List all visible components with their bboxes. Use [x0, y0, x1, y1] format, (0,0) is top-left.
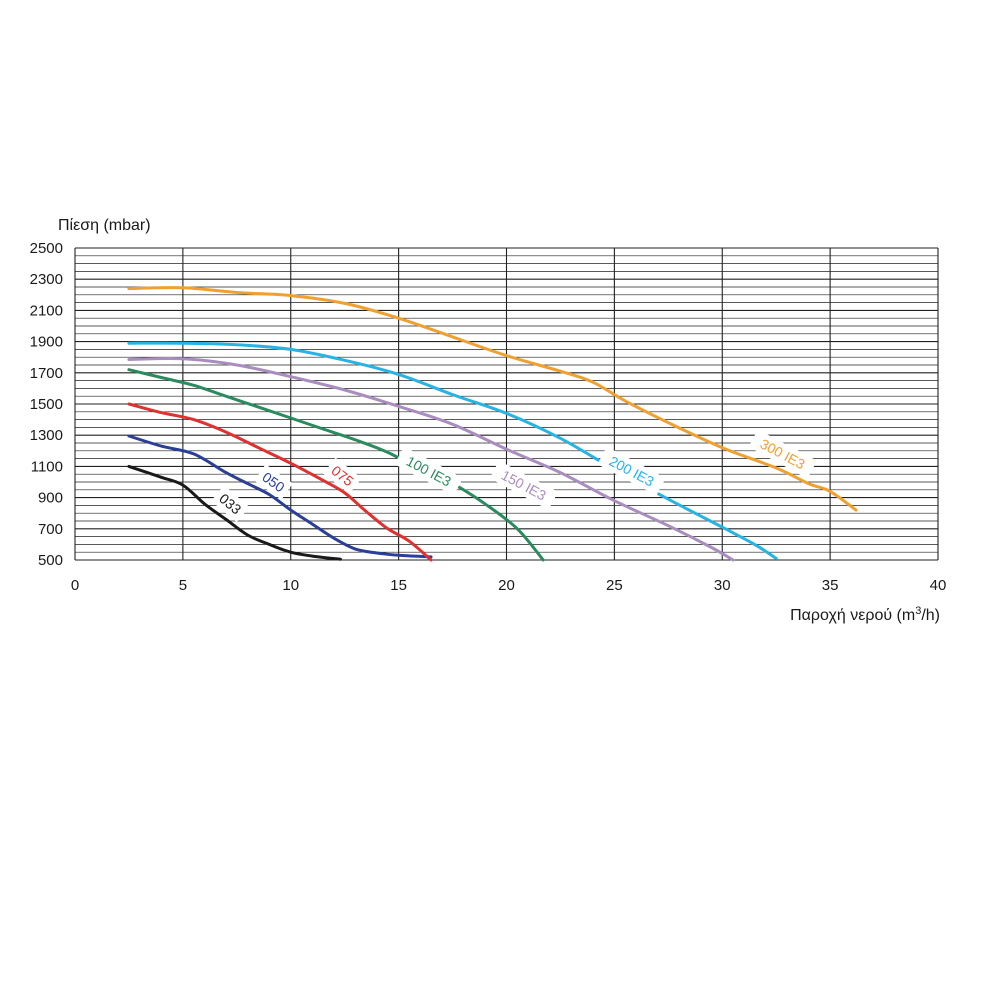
x-tick-label: 15 — [390, 577, 407, 594]
x-tick-label: 40 — [930, 577, 947, 594]
x-tick-label: 0 — [71, 577, 79, 594]
series-label-background — [394, 446, 463, 496]
y-axis-title: Πίεση (mbar) — [58, 217, 151, 234]
y-tick-label: 2500 — [30, 240, 63, 257]
series-lines — [127, 286, 858, 562]
y-tick-label: 1900 — [30, 334, 63, 351]
series-label-background — [254, 464, 293, 500]
series-line-100-ie3 — [127, 368, 545, 562]
series-label-background — [323, 457, 362, 494]
x-axis-title-superscript: 3 — [915, 605, 921, 617]
tick-labels: 0 5 10 15 20 25 30 35 40 500 700 900 1100 1300 1500 170… — [30, 240, 947, 594]
series-line-200-ie3 — [127, 341, 778, 560]
x-tick-label: 20 — [498, 577, 515, 594]
y-tick-label: 500 — [38, 552, 63, 569]
x-tick-label: 5 — [179, 577, 187, 594]
series-line-075 — [127, 402, 433, 562]
y-tick-label: 1700 — [30, 365, 63, 382]
series-label-background — [597, 446, 666, 496]
y-tick-label: 2300 — [30, 271, 63, 288]
series-line-150-ie3 — [127, 357, 735, 562]
y-tick-label: 1100 — [31, 458, 63, 475]
series-line-050 — [127, 434, 433, 559]
series-line-300-ie3 — [127, 286, 858, 512]
x-tick-label: 10 — [282, 577, 299, 594]
y-tick-label: 2100 — [30, 302, 63, 319]
x-axis-title: Παροχή νερού (m3/h) — [790, 605, 940, 624]
y-tick-label: 900 — [38, 490, 63, 507]
x-tick-label: 35 — [822, 577, 839, 594]
y-tick-label: 1300 — [30, 427, 63, 444]
series-label-background — [748, 429, 817, 479]
grid — [74, 247, 939, 561]
series-label-background — [211, 485, 250, 523]
x-tick-label: 25 — [606, 577, 623, 594]
y-tick-label: 1500 — [30, 396, 63, 413]
x-axis-title-tail: /h) — [921, 607, 940, 624]
x-tick-label: 30 — [714, 577, 731, 594]
y-tick-label: 700 — [38, 521, 63, 538]
series-label-background — [489, 460, 558, 510]
series-line-033 — [127, 464, 342, 561]
x-axis-title-main: Παροχή νερού (m — [790, 607, 915, 624]
